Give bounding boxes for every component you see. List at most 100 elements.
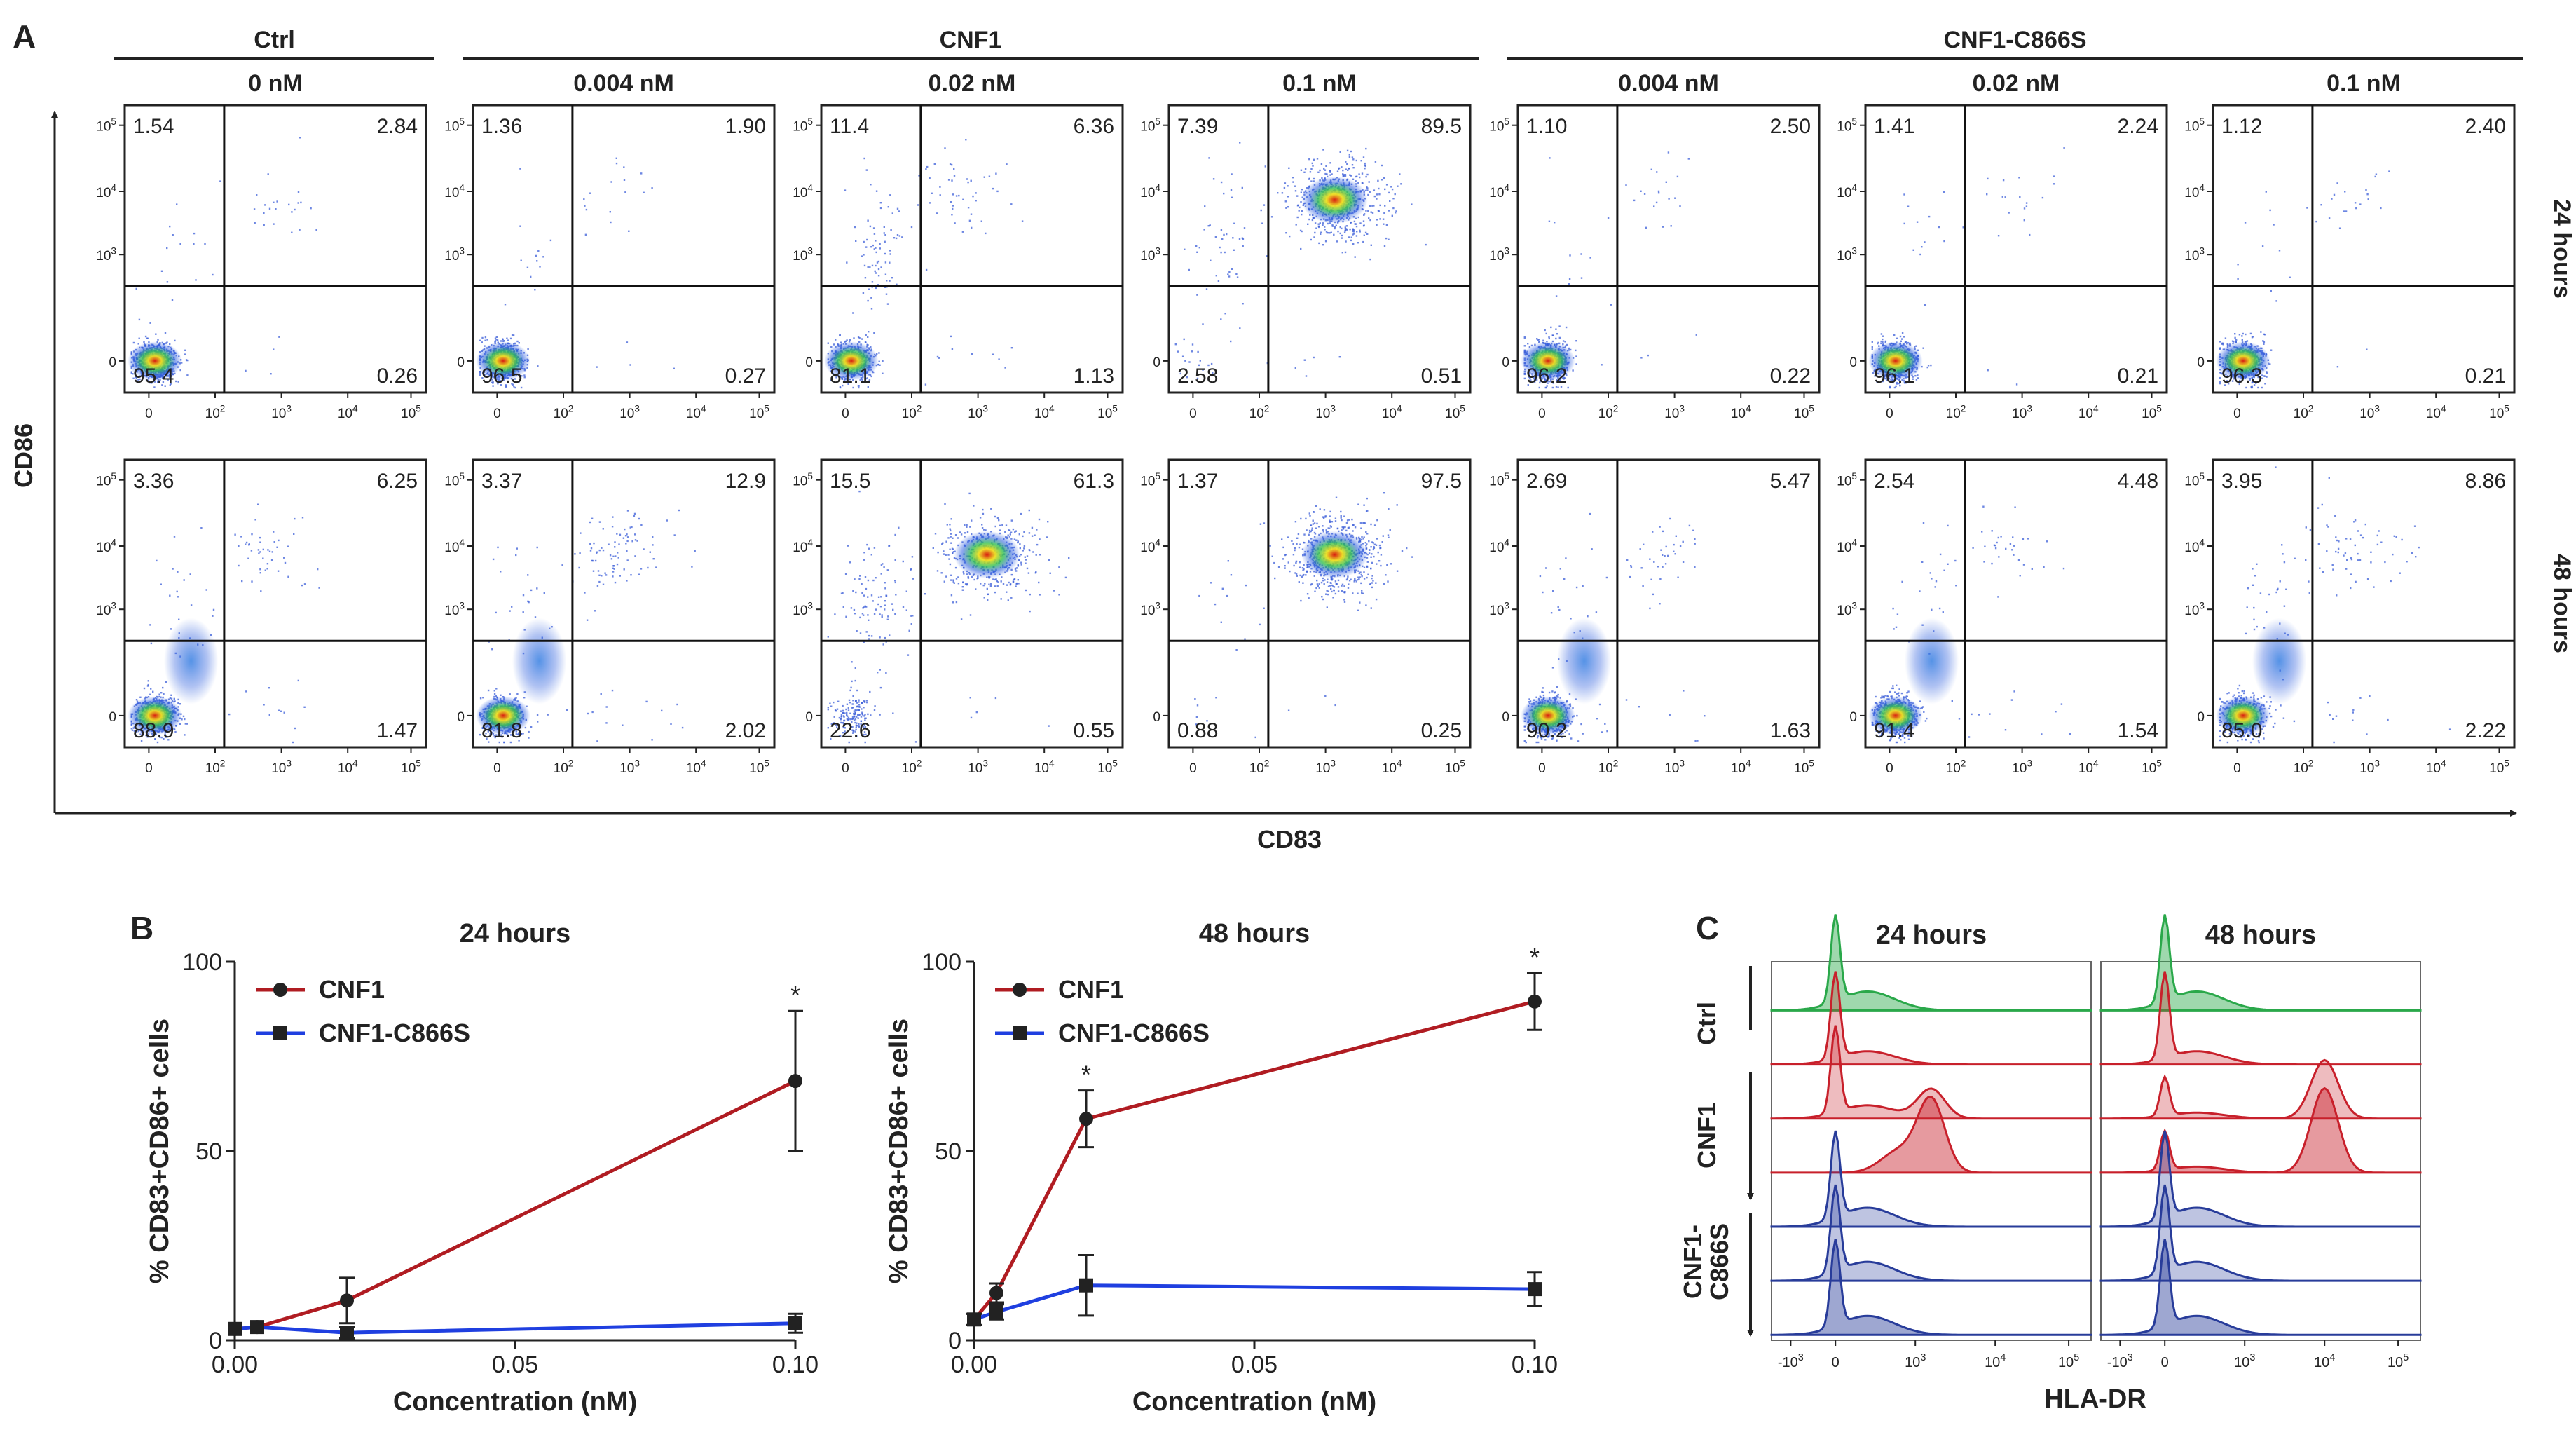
cell-event	[1370, 211, 1372, 213]
cell-event	[1548, 220, 1551, 222]
cell-event	[1313, 158, 1315, 161]
cell-event	[971, 353, 973, 355]
group-header: CNF1	[940, 27, 1002, 53]
cell-event	[491, 379, 493, 381]
cell-event	[1341, 166, 1343, 168]
cell-event	[2234, 333, 2236, 335]
cell-event	[288, 203, 290, 206]
cell-event	[1687, 158, 1690, 160]
cell-event	[1010, 203, 1013, 205]
cell-event	[164, 385, 166, 387]
cell-event	[1309, 171, 1312, 173]
cell-event	[896, 234, 899, 236]
cell-event	[539, 266, 541, 268]
plot-frame	[1167, 104, 1472, 394]
cell-event	[1397, 185, 1399, 187]
cell-event	[1299, 206, 1301, 209]
x-tick-label: 102	[1946, 403, 1966, 421]
cell-event	[1650, 168, 1652, 170]
cell-event	[1394, 193, 1396, 196]
cell-event	[1331, 225, 1334, 227]
cell-event	[870, 184, 872, 186]
cell-event	[534, 289, 536, 291]
cell-event	[1355, 235, 1358, 237]
cell-event	[1388, 191, 1390, 194]
cell-event	[149, 381, 151, 384]
cell-event	[889, 250, 891, 252]
cell-event	[1230, 189, 1233, 191]
x-tick-label: 104	[686, 403, 706, 421]
x-tick-label: 104	[1731, 403, 1751, 421]
cell-event	[527, 348, 529, 350]
cell-event	[1917, 374, 1919, 376]
cell-event	[596, 366, 598, 368]
cell-event	[520, 386, 523, 389]
cell-event	[953, 175, 956, 177]
cell-event	[1943, 240, 1945, 243]
quadrant-upper-left: 7.39	[1177, 115, 1218, 138]
cell-event	[1196, 251, 1198, 253]
cell-event	[1296, 216, 1299, 219]
cell-event	[130, 372, 132, 374]
cell-event	[1554, 222, 1556, 224]
cell-event	[1329, 162, 1331, 164]
cell-event	[846, 261, 848, 264]
cell-event	[975, 192, 977, 194]
cell-event	[1550, 326, 1552, 329]
cell-event	[1294, 190, 1297, 192]
cell-event	[868, 288, 870, 290]
cell-event	[1884, 340, 1887, 343]
cell-event	[1220, 318, 1222, 320]
cell-event	[1215, 275, 1217, 277]
cell-event	[936, 212, 938, 214]
quadrant-upper-right: 1.90	[725, 115, 766, 138]
cell-event	[877, 268, 880, 271]
cell-event	[2224, 337, 2227, 339]
cell-event	[884, 261, 887, 264]
cell-event	[1348, 156, 1351, 158]
cell-event	[624, 191, 626, 193]
x-tick-label: 102	[1249, 403, 1270, 421]
cell-event	[1305, 375, 1308, 377]
cell-event	[952, 207, 954, 210]
cell-event	[1366, 233, 1369, 235]
cell-event	[651, 187, 653, 189]
cell-event	[1214, 236, 1217, 238]
cell-event	[1903, 193, 1905, 196]
cell-event	[2219, 376, 2221, 379]
cell-event	[1938, 226, 1940, 229]
cell-event	[1564, 341, 1566, 343]
cell-event	[509, 337, 512, 340]
cell-event	[868, 331, 870, 333]
cell-event	[1368, 217, 1370, 219]
cell-event	[160, 270, 163, 272]
cell-event	[1365, 210, 1367, 212]
y-tick-label: 0	[1153, 355, 1160, 370]
row-label: 48 hours	[2549, 554, 2575, 653]
cell-event	[1903, 336, 1905, 338]
cell-event	[1930, 364, 1932, 367]
cell-event	[874, 270, 876, 273]
cell-event	[1900, 340, 1902, 342]
cell-event	[872, 227, 875, 229]
cell-event	[315, 229, 317, 231]
cell-event	[1370, 244, 1372, 246]
cell-event	[132, 341, 135, 344]
cell-event	[1239, 142, 1241, 144]
cell-event	[1538, 339, 1540, 341]
cell-event	[971, 226, 973, 229]
cell-event	[138, 318, 141, 321]
cell-event	[980, 220, 982, 222]
quadrant-lower-left: 96.2	[1526, 365, 1567, 388]
cell-event	[1209, 224, 1211, 226]
cell-event	[193, 243, 195, 245]
cell-event	[273, 201, 275, 203]
cell-event	[1294, 185, 1296, 187]
cell-event	[873, 233, 876, 235]
cell-event	[871, 264, 874, 267]
group-header: CNF1-C866S	[1943, 27, 2086, 53]
cell-event	[2234, 336, 2236, 339]
cell-event	[1695, 334, 1697, 336]
cell-event	[2015, 383, 2018, 386]
x-tick-label: 103	[1664, 403, 1685, 421]
